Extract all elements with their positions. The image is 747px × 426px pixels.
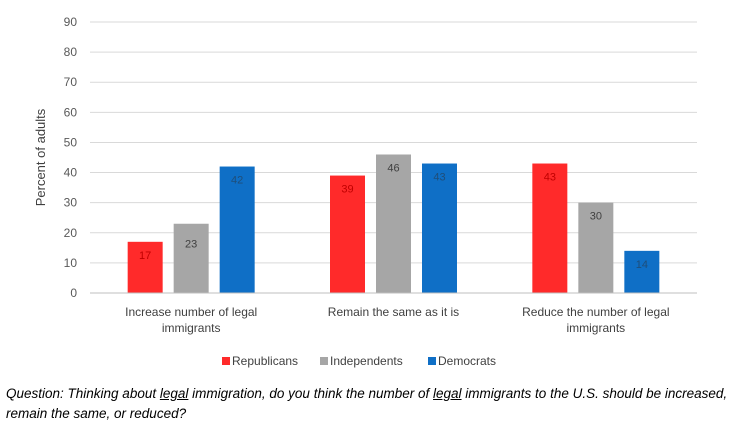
y-tick-label: 80 <box>64 45 78 59</box>
data-label: 17 <box>139 250 151 262</box>
caption-text: immigration, do you think the number of <box>188 386 434 401</box>
legend-swatch-independents <box>320 357 328 365</box>
y-tick-label: 30 <box>64 196 78 210</box>
x-category-label: Reduce the number of legal <box>522 305 669 319</box>
x-category-label: Remain the same as it is <box>328 305 459 319</box>
underlined-word: legal <box>159 386 189 401</box>
y-tick-label: 0 <box>70 286 77 300</box>
caption-text: immigrants to the U.S. should be increas… <box>6 386 728 421</box>
bar-independents-0 <box>173 223 209 293</box>
y-tick-label: 60 <box>64 105 78 119</box>
x-category-label: immigrants <box>162 321 221 335</box>
data-label: 43 <box>433 172 445 184</box>
x-category-label: Increase number of legal <box>125 305 257 319</box>
y-tick-label: 90 <box>64 15 78 29</box>
y-tick-label: 50 <box>64 135 78 149</box>
y-tick-label: 70 <box>64 75 78 89</box>
bar-chart: 0 10 20 30 40 50 60 70 80 90 Percent of adults 17 39… <box>33 15 697 368</box>
data-label: 14 <box>636 259 648 271</box>
legend-label: Independents <box>330 354 403 368</box>
bar-independents-2 <box>578 202 614 293</box>
data-label: 23 <box>185 239 197 251</box>
bar-republicans-2 <box>532 163 568 293</box>
data-label: 42 <box>231 175 243 187</box>
underlined-word: legal <box>433 386 462 401</box>
legend-swatch-democrats <box>428 357 436 365</box>
bar-republicans-0 <box>127 241 163 293</box>
data-label: 46 <box>387 162 399 174</box>
y-axis-label: Percent of adults <box>33 108 48 206</box>
bar-republicans-1 <box>330 175 365 293</box>
y-tick-label: 40 <box>64 166 78 180</box>
y-tick-label: 20 <box>64 226 78 240</box>
y-tick-label: 10 <box>64 256 78 270</box>
bar-democrats-1 <box>422 163 457 293</box>
x-category-label: immigrants <box>566 321 625 335</box>
legend-label: Democrats <box>438 354 496 368</box>
legend-label: Republicans <box>232 354 298 368</box>
data-label: 39 <box>341 184 353 196</box>
bar-democrats-2 <box>624 250 660 293</box>
caption-text: Question: Thinking about <box>6 386 160 401</box>
data-label: 43 <box>544 172 556 184</box>
data-label: 30 <box>590 211 602 223</box>
question-caption: Question: Thinking about legal immigrati… <box>6 384 744 424</box>
legend-swatch-republicans <box>222 357 230 365</box>
bar-democrats-0 <box>219 166 255 293</box>
bar-independents-1 <box>376 154 411 293</box>
